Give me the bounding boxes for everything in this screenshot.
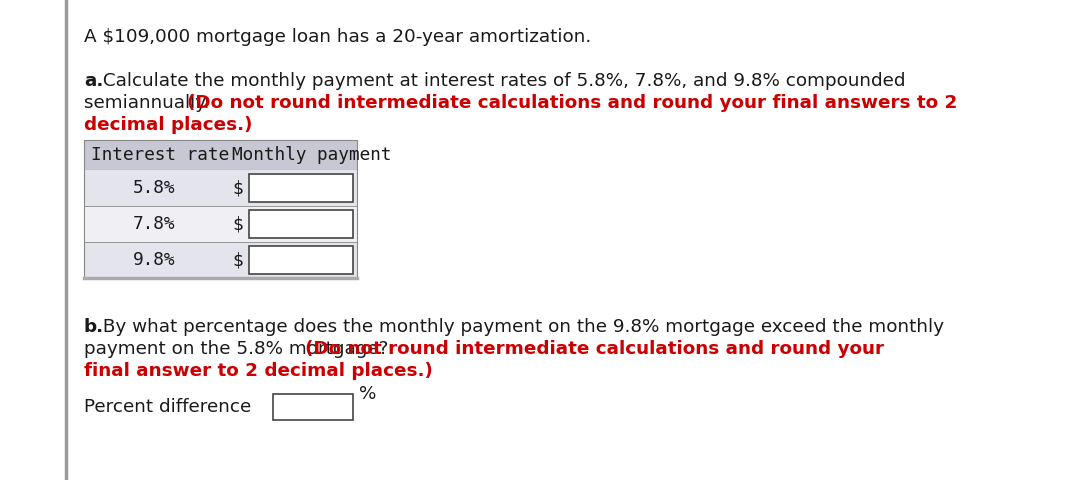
- Text: final answer to 2 decimal places.): final answer to 2 decimal places.): [84, 362, 433, 380]
- Bar: [84, 242, 357, 278]
- Bar: [249, 246, 353, 274]
- Text: $: $: [232, 179, 243, 197]
- Text: Calculate the monthly payment at interest rates of 5.8%, 7.8%, and 9.8% compound: Calculate the monthly payment at interes…: [98, 72, 906, 90]
- Text: payment on the 5.8% mortgage?: payment on the 5.8% mortgage?: [84, 340, 394, 358]
- Text: (Do not round intermediate calculations and round your: (Do not round intermediate calculations …: [306, 340, 884, 358]
- Text: $: $: [232, 251, 243, 269]
- Text: By what percentage does the monthly payment on the 9.8% mortgage exceed the mont: By what percentage does the monthly paym…: [98, 318, 945, 336]
- Text: Percent difference: Percent difference: [84, 398, 251, 416]
- Text: b.: b.: [84, 318, 104, 336]
- Text: a.: a.: [84, 72, 103, 90]
- Bar: [273, 394, 353, 420]
- Text: 5.8%: 5.8%: [133, 179, 175, 197]
- Text: 7.8%: 7.8%: [133, 215, 175, 233]
- Text: $: $: [232, 215, 243, 233]
- Text: %: %: [358, 385, 377, 403]
- Text: A $109,000 mortgage loan has a 20-year amortization.: A $109,000 mortgage loan has a 20-year a…: [84, 28, 591, 46]
- Text: Monthly payment: Monthly payment: [232, 146, 392, 164]
- Bar: [249, 210, 353, 238]
- Bar: [84, 170, 357, 206]
- Text: semiannually.: semiannually.: [84, 94, 215, 112]
- Text: 9.8%: 9.8%: [133, 251, 175, 269]
- Text: (Do not round intermediate calculations and round your final answers to 2: (Do not round intermediate calculations …: [187, 94, 957, 112]
- Text: Interest rate: Interest rate: [91, 146, 229, 164]
- Text: decimal places.): decimal places.): [84, 116, 252, 134]
- Bar: [84, 140, 357, 170]
- Bar: [249, 174, 353, 202]
- Bar: [84, 206, 357, 242]
